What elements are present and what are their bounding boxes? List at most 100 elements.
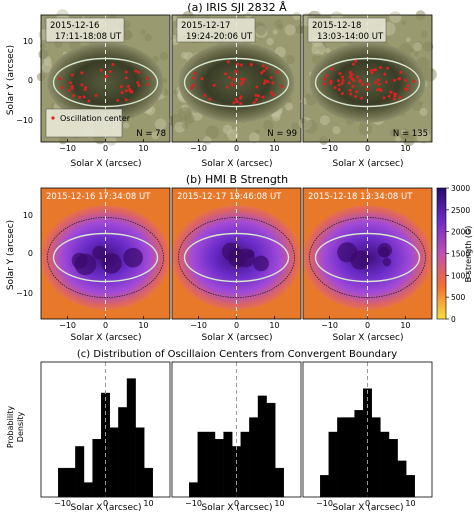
histogram-bar (197, 431, 207, 498)
oscillation-center-marker (323, 82, 327, 86)
histogram-bar (380, 431, 390, 498)
histogram-bar (320, 475, 330, 498)
oscillation-center-marker (80, 83, 84, 87)
oscillation-center-marker (83, 88, 87, 92)
oscillation-center-marker (190, 86, 194, 90)
hmi-timestamp: 2015-12-18 13:34:08 UT (308, 192, 413, 202)
panel-b-xlabel: Solar X (arcsec) (71, 333, 142, 343)
oscillation-center-marker (87, 99, 91, 103)
oscillation-center-marker (239, 77, 243, 81)
oscillation-center-marker (350, 73, 354, 77)
x-tick-label: 0 (103, 321, 108, 330)
x-tick-label: 10 (269, 321, 279, 330)
oscillation-center-marker (145, 76, 149, 80)
oscillation-center-marker (252, 100, 256, 104)
oscillation-center-marker (358, 78, 362, 82)
oscillation-center-marker (249, 63, 253, 67)
x-tick-label: 0 (234, 499, 239, 508)
oscillation-center-marker (369, 69, 373, 73)
granulation-cell (303, 119, 318, 134)
granulation-cell (423, 67, 437, 82)
panel-c-histograms: −10 0 10 −10 0 10 −10 0 10 (40, 361, 433, 508)
oscillation-center-marker (124, 98, 128, 102)
oscillation-center-marker (203, 94, 207, 98)
granulation-cell (402, 134, 415, 147)
granulation-cell (409, 48, 414, 53)
x-tick-label: 0 (234, 144, 239, 153)
oscillation-center-marker (262, 69, 266, 73)
histogram-bar (83, 482, 93, 498)
panel-c-ylabel: Density (16, 412, 25, 443)
oscillation-center-marker (376, 78, 380, 82)
colorbar-ticks: 3000 2500 2000 1500 1000 500 0 (446, 184, 470, 324)
oscillation-center-marker (330, 67, 334, 71)
histogram-bar (328, 431, 338, 498)
oscillation-center-marker (208, 97, 212, 101)
oscillation-center-marker (72, 94, 76, 98)
granulation-cell (419, 107, 428, 116)
oscillation-center-marker (404, 78, 408, 82)
panel-b-yticks: 10 0 −10 (16, 211, 33, 298)
colorbar-tick-label: 500 (451, 293, 466, 302)
oscillation-center-marker (137, 70, 141, 74)
histogram-bar (214, 439, 224, 498)
date-label-box (307, 17, 387, 43)
sunspot-umbra (178, 42, 295, 123)
oscillation-center-marker (239, 63, 243, 67)
oscillation-center-marker (70, 86, 74, 90)
granulation-cell (274, 19, 283, 28)
oscillation-center-marker (336, 79, 340, 83)
oscillation-center-marker (412, 79, 416, 83)
oscillation-center-marker (276, 70, 280, 74)
granulation-cell (401, 20, 406, 25)
x-tick-label: −10 (321, 144, 338, 153)
oscillation-center-marker (387, 94, 391, 98)
granulation-cell (154, 118, 167, 131)
panel-b-xlabel: Solar X (arcsec) (202, 333, 273, 343)
strong-field-core (101, 253, 122, 274)
oscillation-center-marker (360, 82, 364, 86)
colorbar-tick-label: 2500 (451, 206, 470, 215)
oscillation-center-marker (82, 95, 86, 99)
oscillation-center-marker (341, 78, 345, 82)
colorbar-tick-label: 1500 (451, 250, 470, 259)
histogram-bar (275, 467, 285, 498)
oscillation-center-marker (374, 80, 378, 84)
histogram-bar (109, 427, 119, 498)
oscillation-center-marker (116, 98, 120, 102)
oscillation-center-marker (254, 93, 258, 97)
oscillation-center-marker (200, 77, 204, 81)
oscillation-center-marker (398, 77, 402, 81)
oscillation-count: N = 99 (267, 129, 297, 139)
granulation-cell (263, 120, 274, 131)
x-tick-label: −10 (316, 499, 333, 508)
granulation-cell (123, 122, 130, 129)
x-tick-label: 10 (138, 144, 148, 153)
granulation-cell (202, 136, 212, 145)
oscillation-center-marker (398, 95, 402, 99)
strong-field-core (350, 250, 370, 270)
oscillation-center-marker (269, 76, 273, 80)
field-contour (47, 217, 164, 298)
oscillation-center-marker (227, 75, 231, 79)
x-tick-label: 0 (365, 321, 370, 330)
colorbar-label: B strength (G) (464, 226, 473, 283)
oscillation-center-marker (392, 97, 396, 101)
panel-b-ytick: 10 (23, 211, 33, 220)
panel-a-xlabel: Solar X (arcsec) (202, 159, 273, 169)
oscillation-center-marker (236, 62, 240, 66)
panel-c-ylabel: Probability (6, 406, 15, 449)
oscillation-count: N = 135 (393, 129, 428, 139)
histogram-bar (118, 407, 128, 498)
oscillation-center-marker (230, 82, 234, 86)
oscillation-center-marker (374, 68, 378, 72)
oscillation-center-marker (70, 73, 74, 77)
oscillation-center-marker (108, 70, 112, 74)
granulation-cell (162, 78, 167, 83)
oscillation-center-marker (234, 97, 238, 101)
oscillation-center-marker (255, 97, 259, 101)
oscillation-center-marker (351, 62, 355, 66)
granulation-cell (358, 121, 373, 136)
x-tick-label: −10 (59, 321, 76, 330)
granulation-cell (272, 29, 278, 35)
